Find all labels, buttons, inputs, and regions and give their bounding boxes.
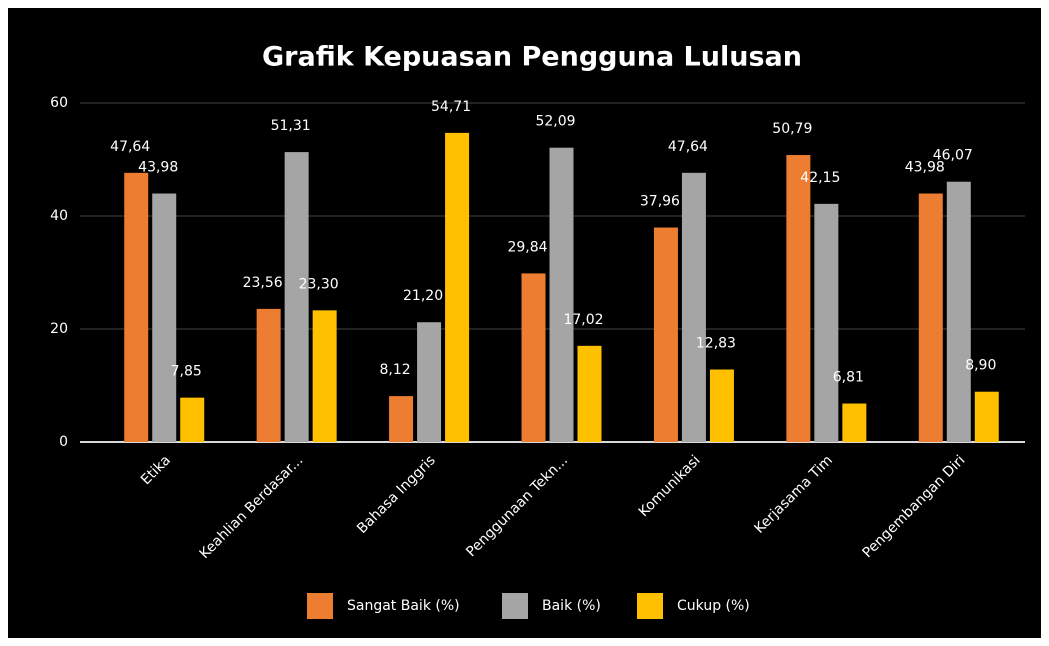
- value-label: 12,83: [696, 336, 736, 352]
- bar: [256, 308, 281, 442]
- y-tick-label: 20: [50, 321, 68, 337]
- legend-swatch: [307, 593, 333, 619]
- value-label: 37,96: [640, 194, 680, 210]
- value-label: 50,79: [772, 121, 812, 137]
- value-label: 21,20: [403, 288, 443, 304]
- bar: [445, 132, 470, 443]
- bar: [152, 193, 177, 442]
- bar: [124, 172, 149, 443]
- value-label: 47,64: [110, 139, 150, 155]
- value-label: 51,31: [271, 118, 311, 134]
- bar: [814, 203, 839, 442]
- bar: [417, 322, 442, 442]
- chart-title: Grafik Kepuasan Pengguna Lulusan: [262, 42, 802, 73]
- bar: [786, 155, 811, 442]
- bar: [549, 147, 574, 442]
- legend-swatch: [502, 593, 528, 619]
- value-label: 47,64: [668, 139, 708, 155]
- value-label: 8,90: [965, 358, 996, 374]
- value-label: 23,30: [299, 276, 339, 292]
- bar: [389, 396, 414, 442]
- y-tick-label: 60: [50, 95, 68, 111]
- y-tick-label: 40: [50, 208, 68, 224]
- bar: [709, 369, 734, 442]
- value-label: 46,07: [933, 148, 973, 164]
- bar: [180, 397, 205, 442]
- legend-label: Baik (%): [542, 598, 601, 614]
- bar: [974, 391, 999, 442]
- value-label: 6,81: [833, 370, 864, 386]
- y-tick-label: 0: [59, 434, 68, 450]
- value-label: 52,09: [535, 114, 575, 130]
- bar: [946, 181, 971, 442]
- bar: [284, 152, 309, 442]
- legend-label: Cukup (%): [677, 598, 750, 614]
- bar: [653, 227, 678, 442]
- value-label: 42,15: [800, 170, 840, 186]
- bar: [577, 345, 602, 442]
- value-label: 8,12: [379, 362, 410, 378]
- legend-label: Sangat Baik (%): [347, 598, 460, 614]
- value-label: 17,02: [563, 312, 603, 328]
- value-label: 43,98: [905, 160, 945, 176]
- bar: [312, 310, 337, 442]
- bar: [918, 193, 943, 442]
- bar: [842, 403, 867, 442]
- value-label: 7,85: [171, 364, 202, 380]
- bar: [681, 172, 706, 443]
- value-label: 54,71: [431, 99, 471, 115]
- bar: [521, 273, 546, 442]
- legend-swatch: [637, 593, 663, 619]
- value-label: 43,98: [138, 160, 178, 176]
- value-label: 29,84: [507, 239, 547, 255]
- value-label: 23,56: [243, 275, 283, 291]
